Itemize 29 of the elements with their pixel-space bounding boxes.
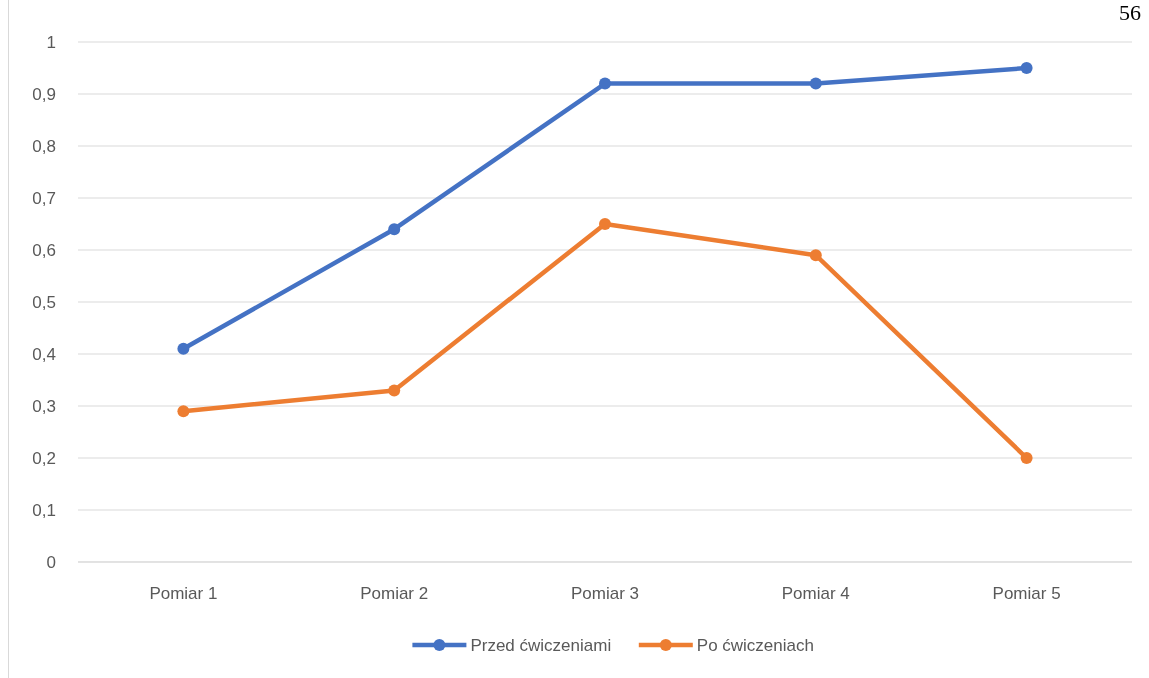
y-tick-label: 0,9 bbox=[32, 84, 56, 104]
y-tick-label: 0 bbox=[46, 552, 56, 572]
point bbox=[1020, 452, 1033, 464]
point bbox=[599, 77, 611, 90]
x-tick-label: Pomiar 1 bbox=[149, 584, 218, 603]
y-tick-label: 0,6 bbox=[32, 240, 56, 260]
y-tick-label: 0,7 bbox=[32, 188, 56, 208]
x-tick-label: Pomiar 4 bbox=[781, 584, 850, 603]
y-tick-label: 0,5 bbox=[32, 292, 56, 312]
point bbox=[388, 223, 401, 236]
x-tick-label: Pomiar 5 bbox=[992, 584, 1061, 603]
point bbox=[388, 384, 401, 397]
point bbox=[1020, 62, 1033, 74]
legend-label: Przed ćwiczeniami bbox=[470, 635, 612, 655]
y-tick-label: 0,8 bbox=[32, 136, 56, 156]
point bbox=[177, 342, 190, 355]
point bbox=[809, 249, 822, 262]
y-tick-label: 0,1 bbox=[32, 500, 56, 520]
y-tick-label: 0,3 bbox=[32, 396, 56, 416]
point bbox=[599, 218, 611, 230]
text: 56 bbox=[1119, 0, 1141, 25]
x-tick-label: Pomiar 3 bbox=[570, 584, 640, 603]
legend-label: Po ćwiczeniach bbox=[696, 635, 814, 655]
y-tick-label: 1 bbox=[46, 32, 56, 52]
y-tick-label: 0,2 bbox=[32, 448, 56, 468]
point bbox=[177, 405, 190, 418]
point bbox=[809, 77, 822, 90]
x-tick-label: Pomiar 2 bbox=[360, 584, 429, 603]
y-tick-label: 0,4 bbox=[32, 344, 56, 364]
